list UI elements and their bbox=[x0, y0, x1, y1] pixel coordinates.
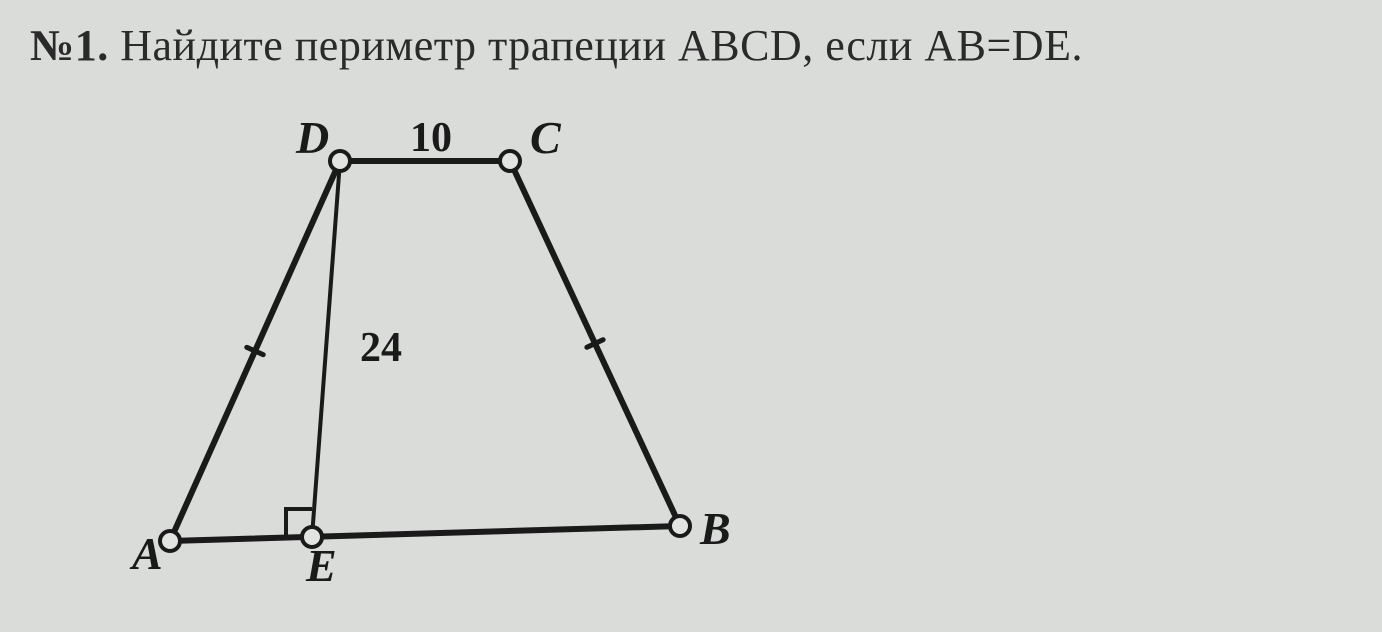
problem-statement: №1. Найдите периметр трапеции ABCD, если… bbox=[30, 20, 1352, 71]
problem-text-body: Найдите периметр трапеции ABCD, если AB=… bbox=[120, 21, 1083, 70]
geometry-figure: A B C D E 10 24 bbox=[110, 101, 810, 601]
page: №1. Найдите периметр трапеции ABCD, если… bbox=[0, 0, 1382, 632]
vertex-label-c: C bbox=[530, 112, 562, 163]
length-label-dc: 10 bbox=[410, 115, 452, 161]
vertex-label-e: E bbox=[305, 540, 337, 591]
vertex-label-d: D bbox=[295, 112, 329, 163]
length-label-de: 24 bbox=[360, 325, 402, 371]
trapezoid-svg: A B C D E 10 24 bbox=[110, 101, 810, 601]
vertex-label-a: A bbox=[129, 528, 163, 579]
vertex-label-b: B bbox=[699, 503, 731, 554]
problem-number: №1. bbox=[30, 21, 109, 70]
